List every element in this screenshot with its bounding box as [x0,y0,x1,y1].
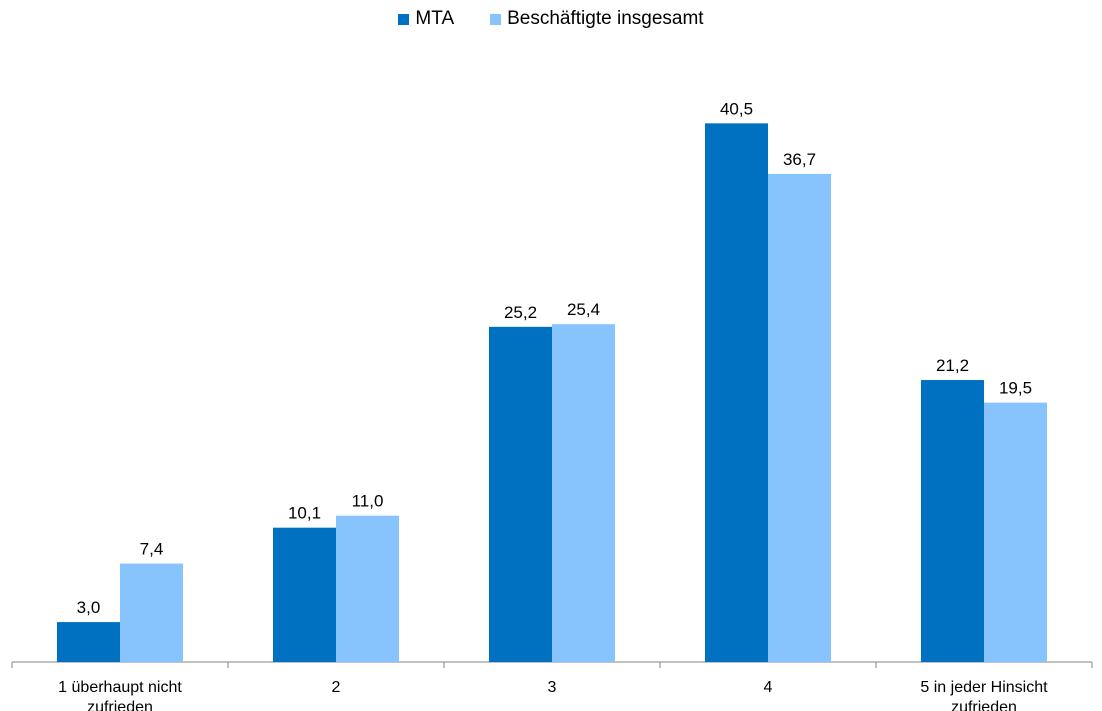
category-label-5-line-1: 5 in jeder Hinsicht [920,679,1048,696]
bar-total-5 [984,402,1047,662]
category-label-1-line-1: 1 überhaupt nicht [58,679,182,696]
bar-total-1 [120,563,183,662]
legend-swatch-mta [398,13,410,25]
bar-mta-5 [921,380,984,662]
data-label-mta-3: 25,2 [504,303,537,322]
data-label-mta-5: 21,2 [936,356,969,375]
category-label-2: 2 [332,679,341,696]
data-label-total-3: 25,4 [567,300,600,319]
data-label-mta-4: 40,5 [720,99,753,118]
legend-item-mta: MTA [398,8,454,30]
bar-total-2 [336,515,399,662]
data-label-total-4: 36,7 [783,150,816,169]
category-label-5-line-2: zufrieden [951,699,1017,711]
data-label-mta-2: 10,1 [288,504,321,523]
bar-mta-1 [57,622,120,662]
category-label-1-line-2: zufrieden [87,699,153,711]
data-label-mta-1: 3,0 [77,598,101,617]
bar-total-3 [552,324,615,662]
category-label-4: 4 [764,679,773,696]
data-label-total-5: 19,5 [999,379,1032,398]
legend-label-mta: MTA [415,8,455,29]
data-label-total-2: 11,0 [352,492,384,511]
legend-item-total: Beschäftigte insgesamt [490,8,704,30]
bar-mta-3 [489,326,552,662]
bar-total-4 [768,173,831,662]
bar-mta-4 [705,123,768,663]
category-label-3: 3 [548,679,557,696]
legend-label-total: Beschäftigte insgesamt [507,8,704,29]
legend: MTA Beschäftigte insgesamt [0,8,1102,30]
bar-mta-2 [273,527,336,662]
legend-swatch-total [490,13,502,25]
data-label-total-1: 7,4 [140,540,164,559]
